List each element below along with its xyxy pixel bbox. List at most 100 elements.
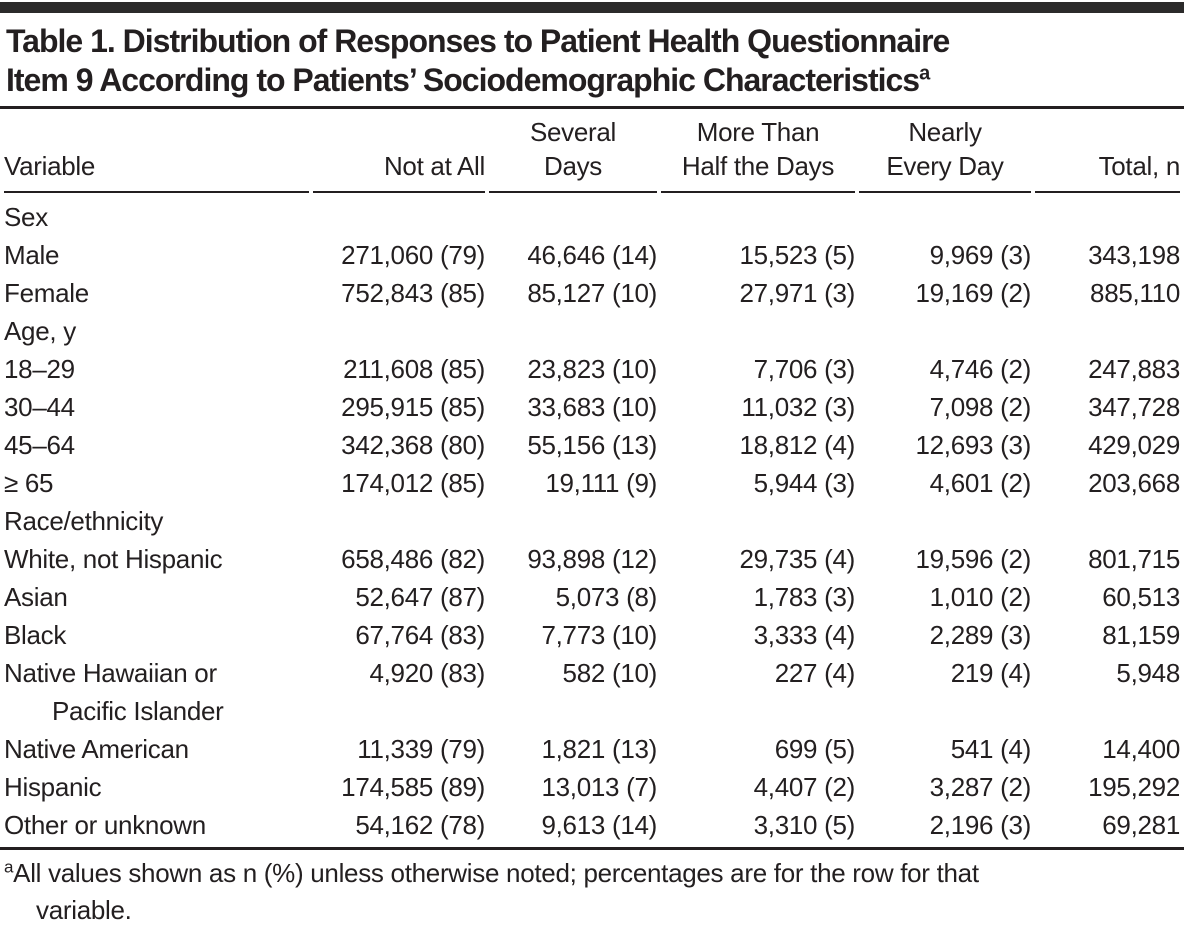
cell-several-days: 9,613 (14) (541, 810, 657, 840)
row-label-line1: Native Hawaiian or (4, 658, 217, 688)
section-row-sex: Sex (4, 193, 1180, 236)
cell-total-n: 347,728 (1088, 392, 1180, 422)
table-row: 45–64 342,368 (80) 55,156 (13) 18,812 (4… (4, 426, 1180, 464)
row-label: 45–64 (4, 430, 75, 460)
cell-more-than-half: 11,032 (3) (741, 392, 855, 422)
cell-nearly-every-day: 2,289 (3) (929, 620, 1032, 650)
row-label-line2: Pacific Islander (52, 696, 224, 726)
cell-more-than-half: 1,783 (3) (753, 582, 856, 612)
table-row: Male 271,060 (79) 46,646 (14) 15,523 (5)… (4, 236, 1180, 274)
cell-total-n: 5,948 (1116, 658, 1180, 688)
cell-nearly-every-day: 2,196 (3) (929, 810, 1032, 840)
cell-not-at-all: 54,162 (78) (355, 810, 485, 840)
cell-several-days: 23,823 (10) (527, 354, 657, 384)
cell-more-than-half: 5,944 (3) (753, 468, 856, 498)
cell-nearly-every-day: 1,010 (2) (929, 582, 1032, 612)
row-label: Hispanic (4, 772, 102, 802)
table-footnote: aAll values shown as n (%) unless otherw… (0, 850, 1184, 931)
table-row: White, not Hispanic 658,486 (82) 93,898 … (4, 540, 1180, 578)
table-row: ≥ 65 174,012 (85) 19,111 (9) 5,944 (3) 4… (4, 464, 1180, 502)
cell-not-at-all: 174,585 (89) (341, 772, 485, 802)
column-header-variable: Variable (4, 109, 309, 193)
table-row: Other or unknown 54,162 (78) 9,613 (14) … (4, 806, 1180, 844)
cell-nearly-every-day: 3,287 (2) (929, 772, 1032, 802)
cell-more-than-half: 3,333 (4) (753, 620, 856, 650)
cell-nearly-every-day: 4,601 (2) (929, 468, 1032, 498)
cell-several-days: 1,821 (13) (541, 734, 657, 764)
cell-several-days: 7,773 (10) (541, 620, 657, 650)
cell-several-days: 33,683 (10) (527, 392, 657, 422)
cell-more-than-half: 227 (4) (774, 658, 856, 688)
cell-nearly-every-day: 12,693 (3) (915, 430, 1031, 460)
cell-several-days: 13,013 (7) (541, 772, 657, 802)
results-table: Variable Not at All Several Days More Th… (0, 109, 1184, 844)
cell-more-than-half: 4,407 (2) (753, 772, 856, 802)
table-title-line2: Item 9 According to Patients’ Sociodemog… (6, 62, 930, 98)
column-header-more-than-half-the-days: More Than Half the Days (661, 109, 855, 193)
table-row: 30–44 295,915 (85) 33,683 (10) 11,032 (3… (4, 388, 1180, 426)
cell-nearly-every-day: 4,746 (2) (929, 354, 1032, 384)
table-row: Black 67,764 (83) 7,773 (10) 3,333 (4) 2… (4, 616, 1180, 654)
cell-total-n: 14,400 (1102, 734, 1180, 764)
cell-not-at-all: 295,915 (85) (341, 392, 485, 422)
footnote-line1: aAll values shown as n (%) unless otherw… (4, 857, 979, 888)
top-bar (0, 2, 1184, 13)
section-label: Age, y (4, 316, 76, 346)
cell-total-n: 343,198 (1088, 240, 1180, 270)
cell-total-n: 60,513 (1102, 582, 1180, 612)
cell-total-n: 885,110 (1090, 278, 1180, 308)
table-title-line1: Table 1. Distribution of Responses to Pa… (6, 23, 950, 59)
cell-total-n: 203,668 (1088, 468, 1180, 498)
cell-nearly-every-day: 9,969 (3) (929, 240, 1032, 270)
cell-not-at-all: 174,012 (85) (341, 468, 485, 498)
section-row-age: Age, y (4, 312, 1180, 350)
footnote-marker: a (4, 857, 14, 877)
cell-several-days: 55,156 (13) (527, 430, 657, 460)
cell-several-days: 85,127 (10) (527, 278, 657, 308)
column-header-several-days: Several Days (489, 109, 657, 193)
cell-not-at-all: 52,647 (87) (355, 582, 485, 612)
cell-several-days: 19,111 (9) (545, 468, 657, 498)
header-row: Variable Not at All Several Days More Th… (4, 109, 1180, 193)
column-header-nearly-every-day: Nearly Every Day (859, 109, 1031, 193)
row-label: Asian (4, 582, 68, 612)
row-label: White, not Hispanic (4, 544, 223, 574)
cell-total-n: 195,292 (1088, 772, 1180, 802)
section-label: Race/ethnicity (4, 506, 164, 536)
cell-nearly-every-day: 19,169 (2) (915, 278, 1031, 308)
column-header-total-n: Total, n (1035, 109, 1180, 193)
cell-nearly-every-day: 541 (4) (950, 734, 1032, 764)
section-row-race-ethnicity: Race/ethnicity (4, 502, 1180, 540)
cell-more-than-half: 15,523 (5) (739, 240, 855, 270)
cell-total-n: 81,159 (1102, 620, 1180, 650)
footnote-line2: variable. (36, 895, 132, 925)
cell-total-n: 247,883 (1088, 354, 1180, 384)
cell-not-at-all: 4,920 (83) (369, 658, 485, 688)
cell-more-than-half: 27,971 (3) (739, 278, 855, 308)
cell-nearly-every-day: 19,596 (2) (915, 544, 1031, 574)
footer-rule (0, 847, 1184, 850)
table-row: Native Hawaiian or Pacific Islander 4,92… (4, 654, 1180, 730)
cell-not-at-all: 271,060 (79) (341, 240, 485, 270)
row-label: Female (4, 278, 89, 308)
cell-more-than-half: 18,812 (4) (739, 430, 855, 460)
title-footnote-marker: a (919, 62, 930, 85)
section-label: Sex (4, 202, 48, 232)
cell-several-days: 5,073 (8) (555, 582, 658, 612)
row-label: 18–29 (4, 354, 75, 384)
cell-several-days: 93,898 (12) (527, 544, 657, 574)
cell-nearly-every-day: 219 (4) (950, 658, 1032, 688)
title-rule (0, 106, 1184, 109)
cell-more-than-half: 699 (5) (774, 734, 856, 764)
cell-several-days: 582 (10) (562, 658, 658, 688)
table-row: 18–29 211,608 (85) 23,823 (10) 7,706 (3)… (4, 350, 1180, 388)
cell-total-n: 429,029 (1088, 430, 1180, 460)
cell-several-days: 46,646 (14) (527, 240, 657, 270)
cell-more-than-half: 29,735 (4) (739, 544, 855, 574)
table-row: Asian 52,647 (87) 5,073 (8) 1,783 (3) 1,… (4, 578, 1180, 616)
table-row: Hispanic 174,585 (89) 13,013 (7) 4,407 (… (4, 768, 1180, 806)
row-label: Native Hawaiian or Pacific Islander (4, 654, 309, 730)
table-row: Female 752,843 (85) 85,127 (10) 27,971 (… (4, 274, 1180, 312)
cell-more-than-half: 3,310 (5) (753, 810, 856, 840)
